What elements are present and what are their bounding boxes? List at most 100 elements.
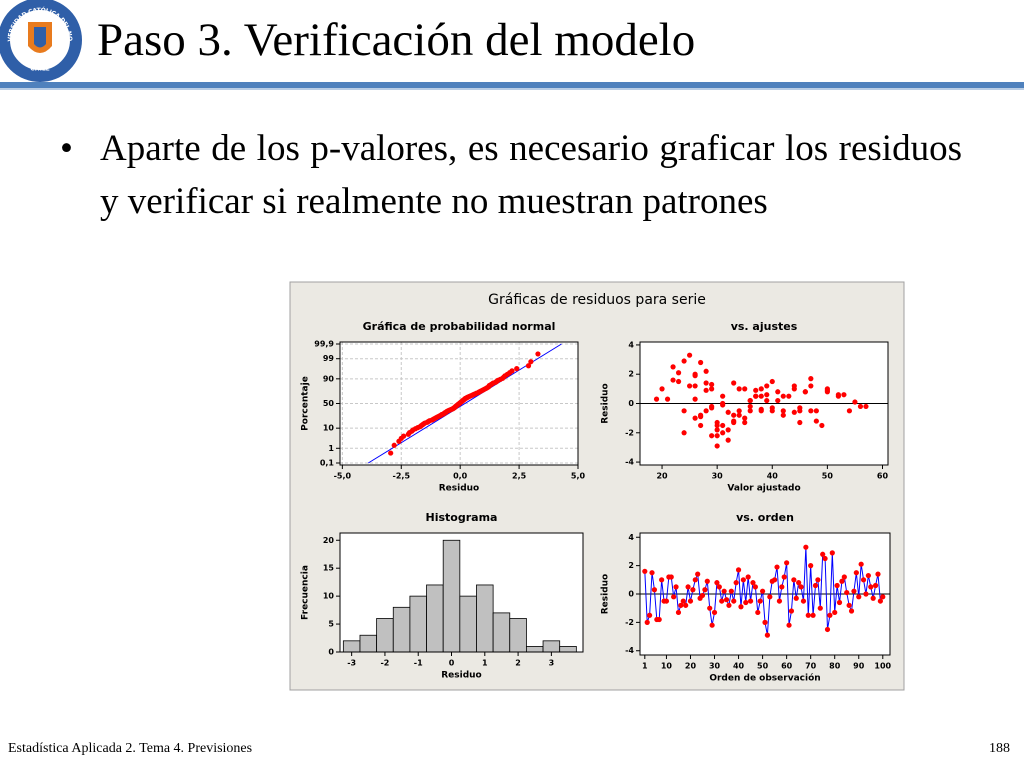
bar <box>476 584 494 653</box>
point <box>716 584 722 590</box>
point <box>703 380 709 386</box>
point <box>687 352 693 358</box>
point <box>827 612 833 618</box>
y-axis-label: Residuo <box>601 574 611 615</box>
y-tick-label: 99 <box>323 354 335 363</box>
point <box>740 577 746 583</box>
point <box>720 400 726 407</box>
point <box>853 570 859 576</box>
point <box>769 405 775 411</box>
point <box>687 598 694 604</box>
point <box>664 396 671 402</box>
point <box>834 582 840 589</box>
point <box>753 393 759 399</box>
point <box>802 389 808 395</box>
x-tick-label: 50 <box>757 662 769 671</box>
x-tick-label: -3 <box>347 659 356 668</box>
point <box>872 582 879 589</box>
y-axis-label: Residuo <box>601 383 611 424</box>
point <box>776 598 783 604</box>
y-axis-label: Porcentaje <box>301 376 311 431</box>
point <box>659 386 665 392</box>
y-tick-label: 5 <box>328 620 334 629</box>
point <box>642 568 648 574</box>
point <box>820 551 826 557</box>
x-tick-label: -5,0 <box>334 472 352 481</box>
point <box>668 574 674 580</box>
point <box>675 378 682 385</box>
point <box>707 605 713 611</box>
point <box>675 370 682 376</box>
y-tick-label: 15 <box>323 564 335 573</box>
point <box>786 622 792 628</box>
point <box>525 363 532 369</box>
point <box>670 364 676 370</box>
y-tick-label: 10 <box>323 592 335 601</box>
bar <box>342 640 361 653</box>
point <box>815 577 821 583</box>
point <box>709 381 715 388</box>
page-number: 188 <box>989 741 1010 756</box>
point <box>709 386 715 392</box>
point <box>764 397 770 404</box>
point <box>692 396 698 402</box>
point <box>699 592 706 599</box>
point <box>709 405 715 411</box>
x-tick-label: 60 <box>877 472 889 481</box>
point <box>723 597 730 603</box>
point <box>824 626 831 633</box>
point <box>683 602 689 608</box>
point <box>764 383 770 389</box>
point <box>509 368 515 374</box>
plot-border <box>339 532 584 653</box>
plot-border <box>639 532 891 656</box>
point <box>769 378 775 385</box>
point <box>731 380 737 386</box>
point <box>788 608 795 614</box>
slide-title: Paso 3. Verificación del modelo <box>97 14 695 66</box>
x-tick-label: 0 <box>449 659 455 668</box>
y-tick-label: 99,9 <box>314 340 334 349</box>
point <box>753 387 759 393</box>
point <box>692 577 698 583</box>
point <box>791 409 797 415</box>
point <box>812 582 819 589</box>
point <box>786 393 792 399</box>
point <box>692 415 698 421</box>
y-tick-label: 1 <box>328 444 334 453</box>
point <box>865 572 871 579</box>
y-tick-label: 2 <box>628 370 634 379</box>
point <box>774 564 780 570</box>
x-tick-label: 30 <box>712 472 724 481</box>
point <box>736 408 742 414</box>
y-tick-label: -2 <box>625 428 634 437</box>
point <box>388 450 394 456</box>
point <box>758 408 764 414</box>
y-axis-label: Frecuencia <box>301 565 311 620</box>
point <box>824 387 830 393</box>
point <box>702 587 708 593</box>
point <box>841 574 847 580</box>
point <box>535 351 541 357</box>
y-tick-label: 0 <box>628 399 634 408</box>
point <box>731 412 737 418</box>
point <box>808 383 814 389</box>
point <box>742 415 748 421</box>
x-tick-label: 40 <box>767 472 779 481</box>
x-axis-label: Residuo <box>439 484 480 494</box>
point <box>858 561 864 567</box>
point <box>725 427 731 433</box>
point <box>868 584 874 590</box>
point <box>714 443 720 449</box>
x-tick-label: 0,0 <box>453 472 468 481</box>
point <box>880 594 886 600</box>
point <box>714 433 720 439</box>
title-bar-shadow <box>0 88 1024 90</box>
bar <box>376 618 394 653</box>
figure-title: Gráficas de residuos para serie <box>488 292 706 308</box>
y-tick-label: 0 <box>328 648 334 657</box>
y-tick-label: -4 <box>625 646 634 655</box>
point <box>791 577 797 583</box>
point <box>775 389 781 395</box>
